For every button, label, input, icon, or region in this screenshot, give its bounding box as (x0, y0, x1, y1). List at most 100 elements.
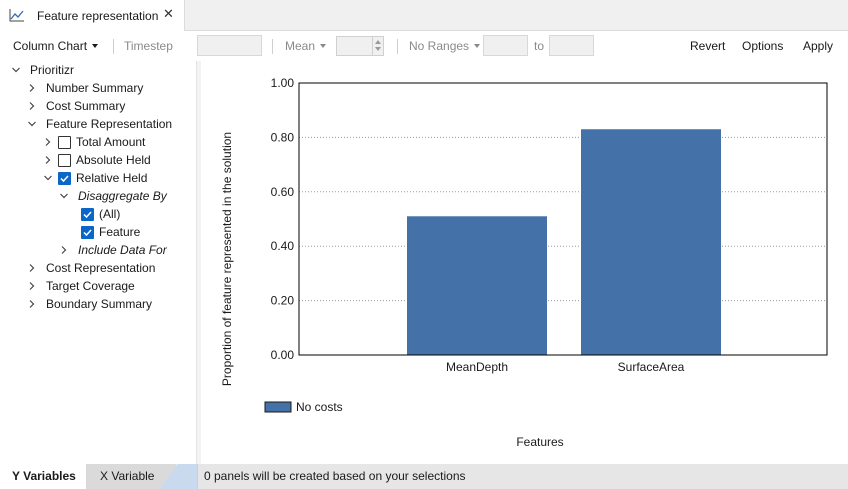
tab-y-variables[interactable]: Y Variables (0, 464, 86, 489)
chevron-right-icon[interactable] (27, 83, 37, 93)
spin-up-icon[interactable] (375, 40, 381, 44)
tree-item-label: Disaggregate By (78, 189, 167, 203)
tree-item-label: Include Data For (78, 243, 167, 257)
tree-item-absolute-held[interactable]: Absolute Held (0, 151, 197, 169)
tree-item-label: Prioritizr (30, 63, 74, 77)
chart-type-dropdown[interactable]: Column Chart (13, 39, 99, 53)
checkmark-icon (60, 175, 69, 183)
tree-item-number-summary[interactable]: Number Summary (0, 79, 197, 97)
legend-swatch (264, 401, 292, 413)
y-tick-label: 1.00 (271, 76, 295, 90)
total-amount-checkbox[interactable] (58, 136, 71, 149)
tree-item-total-amount[interactable]: Total Amount (0, 133, 197, 151)
chevron-right-icon[interactable] (27, 263, 37, 273)
tree-item-feature-representation[interactable]: Feature Representation (0, 115, 197, 133)
checkmark-icon (83, 229, 92, 237)
x-tick-label: SurfaceArea (618, 360, 685, 374)
tree-item-prioritizr[interactable]: Prioritizr (0, 61, 197, 79)
aggregation-dropdown[interactable]: Mean (285, 39, 327, 53)
tree-item-cost-representation[interactable]: Cost Representation (0, 259, 197, 277)
status-message: 0 panels will be created based on your s… (204, 469, 466, 483)
tree-item-disaggregate-by[interactable]: Disaggregate By (0, 187, 197, 205)
bar-meandepth[interactable] (407, 216, 547, 355)
ranges-label: No Ranges (409, 39, 470, 53)
chevron-right-icon[interactable] (59, 245, 69, 255)
y-tick-label: 0.20 (271, 294, 295, 308)
y-tick-labels: 0.00 0.20 0.40 0.60 0.80 1.00 (271, 76, 295, 362)
y-tick-label: 0.60 (271, 185, 295, 199)
chart-type-label: Column Chart (13, 39, 88, 53)
toolbar: Column Chart Timestep Mean No Ranges to … (0, 31, 848, 61)
chevron-right-icon[interactable] (43, 155, 53, 165)
aggregation-stepper[interactable] (336, 36, 384, 56)
tree-item-label: (All) (99, 207, 121, 221)
all-checkbox[interactable] (81, 208, 94, 221)
range-to-label: to (534, 39, 545, 53)
chevron-down-icon (474, 43, 481, 48)
legend-label: No costs (296, 400, 343, 414)
variable-tabs: Y Variables X Variable (0, 464, 197, 489)
toolbar-divider (272, 39, 273, 54)
x-tick-labels: MeanDepth SurfaceArea (446, 360, 685, 374)
tree-item-label: Feature (99, 225, 141, 239)
chevron-down-icon[interactable] (43, 173, 53, 183)
chevron-down-icon[interactable] (11, 65, 21, 75)
close-icon[interactable]: ✕ (163, 6, 174, 21)
column-chart: 0.00 0.20 0.40 0.60 0.80 1.00 MeanDepth Surfac… (220, 76, 828, 449)
tree-item-label: Feature Representation (46, 117, 173, 131)
x-axis-title: Features (516, 435, 563, 449)
line-chart-icon (9, 8, 25, 22)
chevron-right-icon[interactable] (27, 281, 37, 291)
apply-button[interactable]: Apply (803, 39, 834, 53)
chevron-down-icon[interactable] (27, 119, 37, 129)
tree-item-include-data-for[interactable]: Include Data For (0, 241, 197, 259)
x-tick-label: MeanDepth (446, 360, 508, 374)
timestep-input[interactable] (197, 35, 262, 56)
absolute-held-checkbox[interactable] (58, 154, 71, 167)
ranges-dropdown[interactable]: No Ranges (409, 39, 481, 53)
tree-item-boundary-summary[interactable]: Boundary Summary (0, 295, 197, 313)
tab-strip-fill (160, 464, 197, 489)
tree-item-label: Cost Representation (46, 261, 156, 275)
chart-panel: 0.00 0.20 0.40 0.60 0.80 1.00 MeanDepth Surfac… (201, 61, 848, 464)
tree-item-label: Cost Summary (46, 99, 126, 113)
range-from-input[interactable] (483, 35, 528, 56)
chevron-down-icon (320, 43, 327, 48)
relative-held-checkbox[interactable] (58, 172, 71, 185)
tree-item-label: Target Coverage (46, 279, 135, 293)
tree-item-label: Absolute Held (76, 153, 151, 167)
y-axis-title: Proportion of feature represented in the… (220, 132, 234, 386)
options-button[interactable]: Options (742, 39, 784, 53)
plot-frame (298, 82, 828, 356)
range-to-input[interactable] (549, 35, 594, 56)
revert-button[interactable]: Revert (690, 39, 726, 53)
tab-feature-representation[interactable]: Feature representation ✕ (0, 0, 185, 31)
timestep-label: Timestep (124, 39, 173, 53)
status-bar: 0 panels will be created based on your s… (197, 464, 848, 489)
y-tick-label: 0.40 (271, 239, 295, 253)
aggregation-label: Mean (285, 39, 316, 53)
tree-item-relative-held[interactable]: Relative Held (0, 169, 197, 187)
feature-checkbox[interactable] (81, 226, 94, 239)
tree-item-label: Relative Held (76, 171, 148, 185)
spin-down-icon[interactable] (375, 47, 381, 51)
chevron-right-icon[interactable] (27, 299, 37, 309)
variables-tree: Prioritizr Number Summary Cost Summary F… (0, 61, 197, 464)
tab-x-variable[interactable]: X Variable (86, 464, 176, 489)
bar-surfacearea[interactable] (581, 129, 721, 355)
chevron-right-icon[interactable] (43, 137, 53, 147)
toolbar-divider (113, 39, 114, 54)
tree-item-label: Number Summary (46, 81, 144, 95)
tree-item-all[interactable]: (All) (0, 205, 197, 223)
chevron-down-icon (92, 43, 99, 48)
tree-item-cost-summary[interactable]: Cost Summary (0, 97, 197, 115)
panel-splitter[interactable] (197, 61, 201, 464)
checkmark-icon (83, 211, 92, 219)
y-tick-label: 0.00 (271, 348, 295, 362)
tree-item-label: Boundary Summary (46, 297, 153, 311)
tab-title: Feature representation (37, 9, 159, 23)
chevron-down-icon[interactable] (59, 191, 69, 201)
tree-item-target-coverage[interactable]: Target Coverage (0, 277, 197, 295)
tree-item-feature[interactable]: Feature (0, 223, 197, 241)
chevron-right-icon[interactable] (27, 101, 37, 111)
